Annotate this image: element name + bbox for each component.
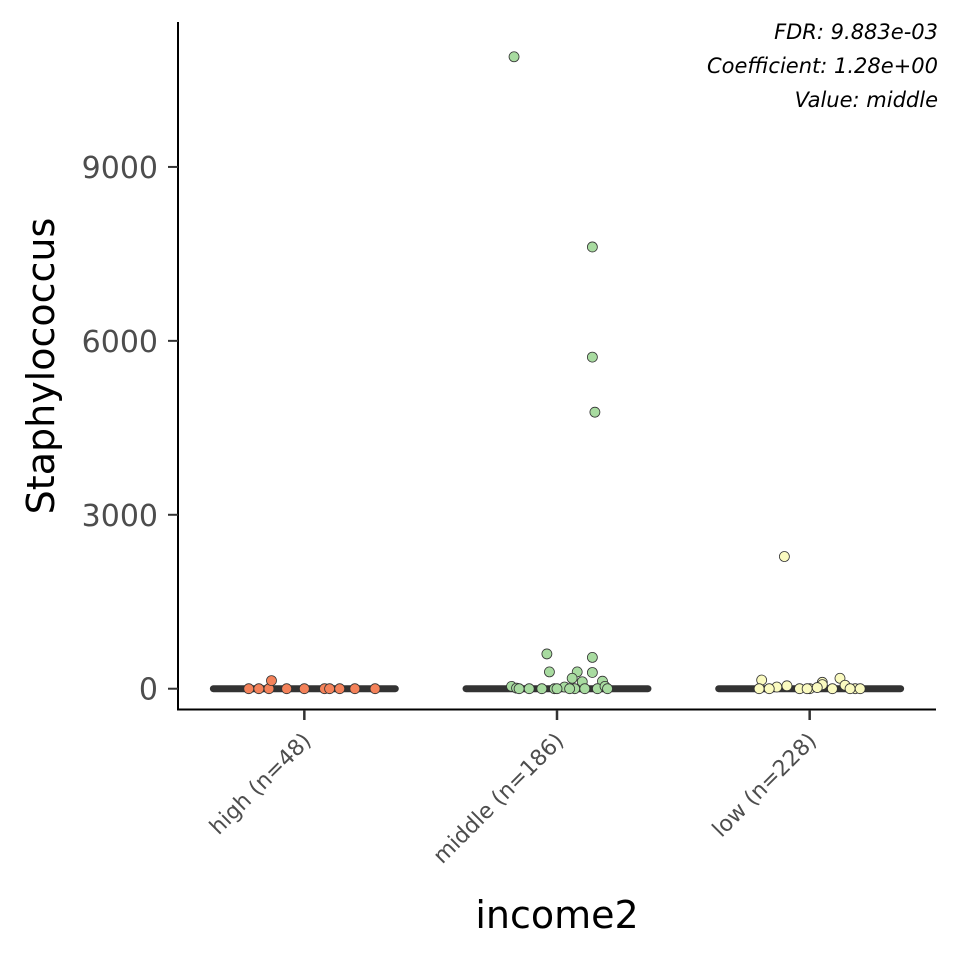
data-point — [579, 683, 591, 695]
data-point — [566, 672, 578, 684]
data-point — [334, 683, 346, 695]
x-tick-label: low (n=228) — [708, 729, 822, 843]
data-point — [564, 683, 576, 695]
x-axis-ticks: high (n=48) middle (n=186) low (n=228) — [205, 710, 822, 869]
data-point — [551, 683, 563, 695]
data-point — [513, 683, 525, 695]
data-point — [779, 551, 790, 562]
data-point — [586, 667, 598, 678]
data-point — [253, 683, 265, 695]
annotation-fdr: FDR: 9.883e-03 — [774, 20, 938, 44]
y-tick-label: 3000 — [82, 499, 158, 534]
y-axis-ticks: 0 3000 6000 9000 — [82, 151, 178, 708]
data-point — [781, 680, 793, 692]
data-point — [243, 683, 255, 695]
y-tick-label: 0 — [139, 673, 158, 708]
data-point — [586, 652, 598, 663]
data-point — [589, 406, 601, 418]
data-point — [369, 683, 381, 695]
data-point — [541, 648, 553, 660]
x-axis-title: income2 — [475, 893, 638, 937]
data-point — [602, 683, 613, 695]
data-point — [827, 683, 838, 695]
x-tick-label: high (n=48) — [205, 729, 316, 840]
data-point — [586, 241, 598, 253]
data-point — [281, 683, 293, 695]
data-point — [266, 675, 277, 686]
annotation-coefficient: Coefficient: 1.28e+00 — [707, 54, 938, 78]
data-point — [763, 683, 775, 695]
y-axis-title: Staphylococcus — [19, 218, 63, 515]
data-point — [349, 683, 361, 695]
data-point — [586, 351, 598, 363]
data-point — [536, 683, 548, 695]
annotation-value: Value: middle — [795, 88, 938, 112]
data-point — [324, 683, 336, 695]
data-point — [523, 683, 535, 695]
data-point — [811, 682, 823, 693]
data-point — [508, 51, 520, 63]
x-tick-label: middle (n=186) — [429, 729, 569, 869]
y-tick-label: 9000 — [82, 151, 158, 186]
data-point — [753, 683, 765, 695]
data-points — [243, 51, 866, 695]
y-tick-label: 6000 — [82, 325, 158, 360]
data-point — [854, 683, 866, 695]
data-point — [801, 683, 813, 695]
data-point — [544, 666, 555, 678]
data-point — [844, 683, 856, 695]
data-point — [298, 683, 310, 695]
